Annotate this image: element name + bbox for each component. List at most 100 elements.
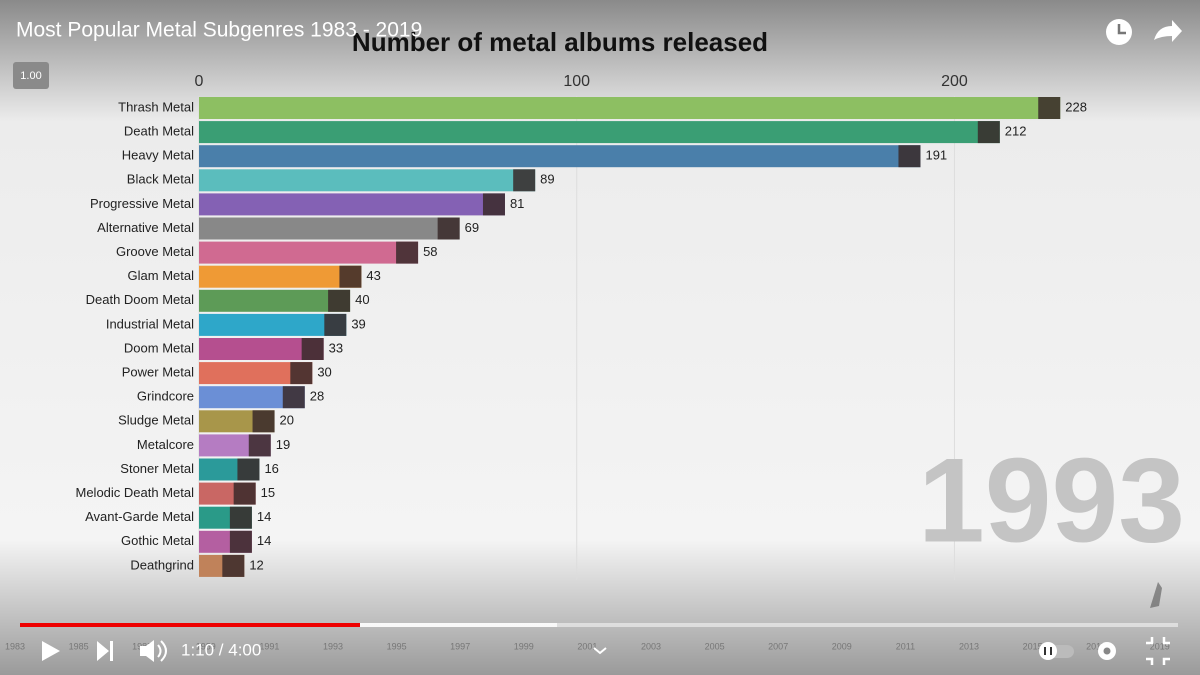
album-art <box>513 169 536 192</box>
timeline-label: 1999 <box>514 641 534 651</box>
bar <box>199 121 1000 144</box>
album-art <box>437 217 460 240</box>
value-label: 191 <box>925 148 947 163</box>
bar <box>199 289 351 312</box>
timeline-label: 1997 <box>450 641 470 651</box>
bar <box>199 386 305 409</box>
category-label: Gothic Metal <box>121 533 194 548</box>
category-label: Heavy Metal <box>122 148 194 163</box>
timeline: 1983198519871989199119931995199719992001… <box>5 641 1170 651</box>
category-label: Metalcore <box>137 437 194 452</box>
category-label: Melodic Death Metal <box>76 485 195 500</box>
value-label: 81 <box>510 196 524 211</box>
share-icon[interactable] <box>1154 20 1182 42</box>
progress-track[interactable] <box>20 623 1178 627</box>
timeline-label: 2005 <box>705 641 725 651</box>
year-annotation: 1993 <box>918 434 1185 568</box>
bar <box>199 145 921 168</box>
category-label: Thrash Metal <box>118 99 194 114</box>
timeline-label: 2017 <box>1086 641 1106 651</box>
album-art <box>222 554 245 577</box>
category-label: Black Metal <box>127 172 194 187</box>
album-art <box>328 289 351 312</box>
value-label: 20 <box>280 413 294 428</box>
value-label: 15 <box>261 485 275 500</box>
album-art <box>396 241 419 264</box>
volume-button[interactable] <box>140 640 167 662</box>
album-art <box>898 145 921 168</box>
x-tick-label: 0 <box>195 73 204 90</box>
settings-button[interactable] <box>1098 642 1116 660</box>
timeline-label: 1989 <box>196 641 216 651</box>
chevron[interactable] <box>593 647 607 655</box>
album-art <box>229 530 252 553</box>
album-art <box>977 121 1000 144</box>
value-label: 33 <box>329 340 343 355</box>
value-label: 228 <box>1065 99 1087 114</box>
category-label: Industrial Metal <box>106 316 194 331</box>
value-label: 14 <box>257 509 271 524</box>
album-art <box>248 434 271 457</box>
album-art <box>237 458 260 481</box>
watch-later-icon[interactable] <box>1106 19 1132 45</box>
value-label: 89 <box>540 172 554 187</box>
timeline-label: 2007 <box>768 641 788 651</box>
bar <box>199 97 1061 119</box>
bar <box>199 313 347 336</box>
album-art <box>252 410 275 433</box>
video-title[interactable]: Most Popular Metal Subgenres 1983 - 2019 <box>16 19 422 42</box>
timeline-label: 2003 <box>641 641 661 651</box>
value-label: 19 <box>276 437 290 452</box>
value-label: 16 <box>264 461 278 476</box>
bar <box>199 217 460 240</box>
category-label: Alternative Metal <box>97 220 194 235</box>
bar <box>199 169 536 192</box>
speed-text: 1.00 <box>20 70 41 82</box>
album-art <box>482 193 505 216</box>
next-button[interactable] <box>97 641 113 661</box>
fullscreen-button[interactable] <box>1146 637 1170 665</box>
bar <box>199 265 362 288</box>
category-label: Deathgrind <box>130 557 194 572</box>
logo <box>1150 582 1162 608</box>
progress-bar <box>20 623 360 627</box>
value-label: 69 <box>465 220 479 235</box>
value-label: 30 <box>317 365 331 380</box>
timeline-label: 1983 <box>5 641 25 651</box>
category-label: Glam Metal <box>128 268 195 283</box>
category-label: Progressive Metal <box>90 196 194 211</box>
album-art <box>282 386 305 409</box>
timeline-label: 1985 <box>69 641 89 651</box>
album-art <box>229 506 252 529</box>
timeline-label: 1993 <box>323 641 343 651</box>
value-label: 14 <box>257 533 271 548</box>
category-label: Death Metal <box>124 124 194 139</box>
album-art <box>233 482 256 505</box>
bar <box>199 193 505 216</box>
play-button[interactable] <box>42 641 60 661</box>
category-label: Groove Metal <box>116 244 194 259</box>
time-display: 1:10 / 4:00 <box>181 640 261 659</box>
timeline-label: 1995 <box>387 641 407 651</box>
category-label: Avant-Garde Metal <box>85 509 194 524</box>
x-tick-label: 100 <box>563 73 590 90</box>
album-art <box>290 362 313 385</box>
value-label: 39 <box>351 316 365 331</box>
value-label: 43 <box>366 268 380 283</box>
speed-badge[interactable] <box>13 62 49 89</box>
timeline-label: 2015 <box>1023 641 1043 651</box>
autoplay-toggle[interactable] <box>1039 642 1074 660</box>
album-art <box>1038 97 1061 119</box>
value-label: 12 <box>249 557 263 572</box>
chart-title: Number of metal albums released <box>352 27 768 57</box>
category-label: Death Doom Metal <box>86 292 194 307</box>
value-label: 28 <box>310 389 324 404</box>
value-label: 40 <box>355 292 369 307</box>
bar <box>199 338 324 360</box>
timeline-label: 2013 <box>959 641 979 651</box>
chart: 0 100 200 Thrash Metal 228 Death Metal 212 Heav… <box>76 73 1087 580</box>
category-label: Doom Metal <box>124 340 194 355</box>
album-art <box>324 313 347 336</box>
